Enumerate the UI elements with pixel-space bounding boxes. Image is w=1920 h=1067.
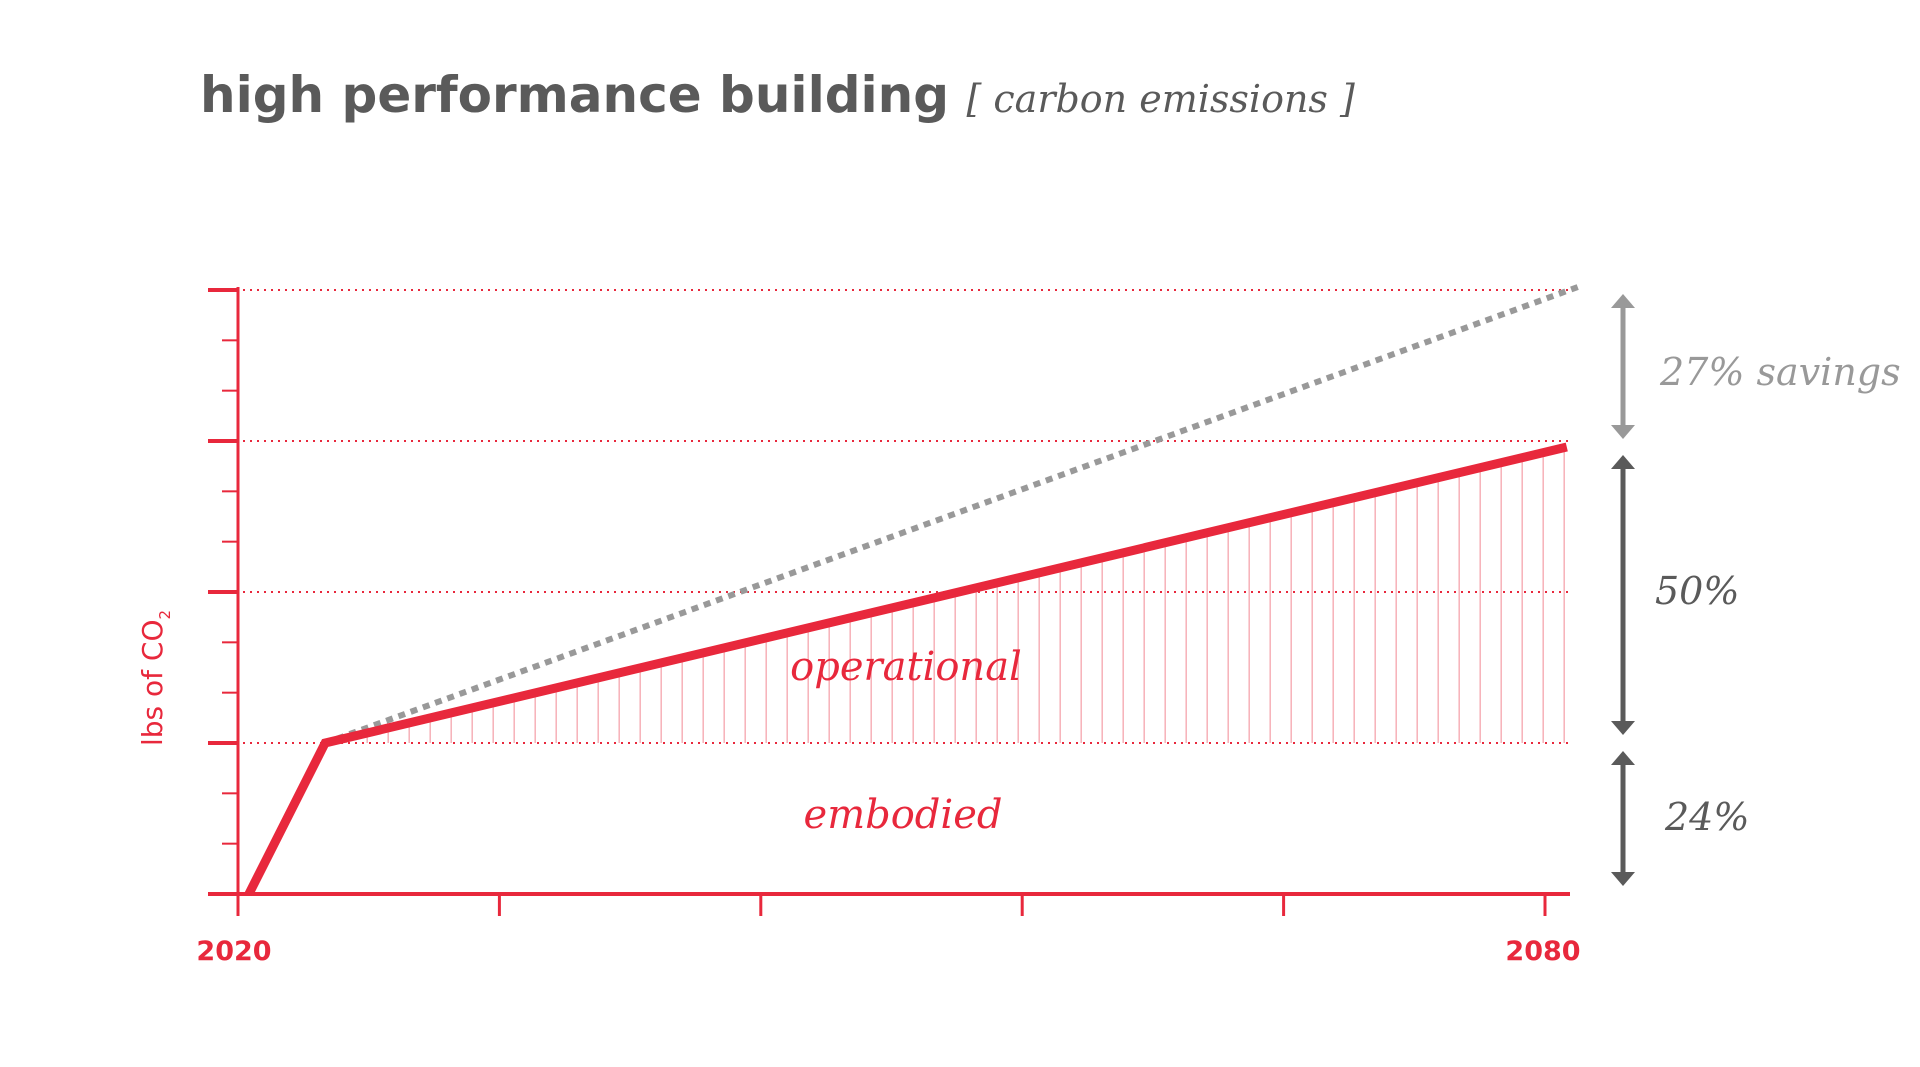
axes	[208, 287, 1570, 916]
region-label-operational: operational	[790, 644, 1022, 690]
chart-title: high performance building [ carbon emiss…	[200, 66, 1355, 124]
annotation-embodied-pct: 24%	[1664, 795, 1749, 839]
arrow-head-up-icon	[1611, 751, 1635, 765]
subtitle-text: carbon emissions	[993, 77, 1328, 121]
arrow-head-down-icon	[1611, 425, 1635, 440]
gridlines	[243, 289, 1572, 744]
region-label-embodied: embodied	[804, 792, 1003, 838]
subtitle-bracket-open: [	[966, 77, 982, 121]
arrow-head-down-icon	[1611, 721, 1635, 735]
series-line-baseline	[324, 282, 1584, 746]
x-tick-label-first: 2020	[196, 936, 271, 967]
x-tick-label-last: 2080	[1505, 936, 1580, 967]
series-line-high-performance	[244, 442, 1568, 897]
operational-hatch	[345, 447, 1565, 743]
arrow-head-up-icon	[1611, 294, 1635, 308]
chart-subtitle: [ carbon emissions ]	[966, 77, 1354, 121]
arrow-head-up-icon	[1611, 455, 1635, 470]
title-text: high performance building	[200, 66, 950, 124]
series	[244, 282, 1584, 897]
annotation-savings: 27% savings	[1659, 350, 1901, 394]
y-axis-label: lbs of CO2	[136, 610, 174, 746]
subtitle-bracket-close: ]	[1340, 77, 1355, 121]
arrow-head-down-icon	[1611, 872, 1635, 886]
annotation-arrows	[1611, 294, 1635, 886]
annotation-operational-pct: 50%	[1655, 569, 1739, 613]
